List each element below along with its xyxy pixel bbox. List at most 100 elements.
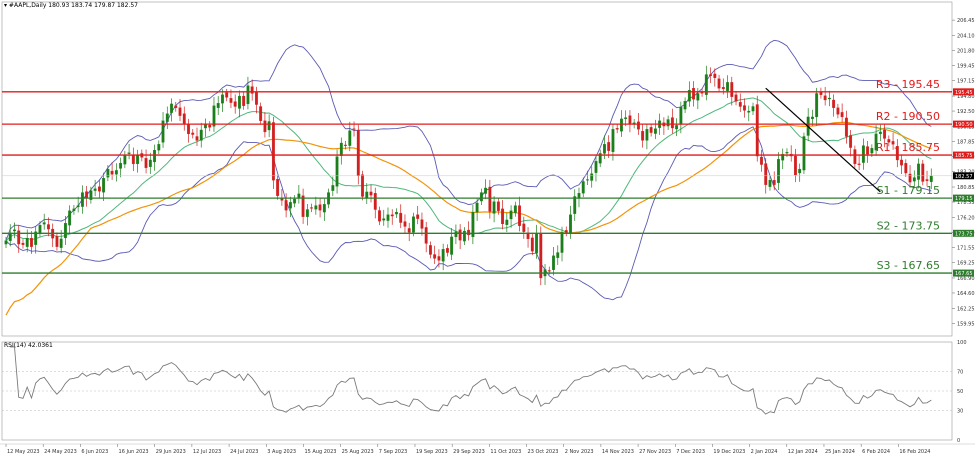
candle-body	[335, 156, 339, 187]
x-tick-label: 15 Aug 2023	[304, 449, 336, 455]
candle-body	[462, 230, 466, 242]
candle-body	[76, 205, 80, 208]
x-tick-label: 24 May 2023	[44, 449, 77, 455]
level-price-badge	[953, 194, 974, 202]
x-tick-label: 7 Dec 2023	[676, 449, 705, 455]
candle-body	[85, 191, 89, 198]
candle-body	[165, 113, 169, 122]
rsi-tick-label: 30	[957, 409, 963, 415]
candle-body	[866, 146, 870, 155]
candle-body	[777, 159, 780, 183]
candle-body	[840, 112, 844, 118]
candle-body	[603, 144, 606, 154]
candle-body	[13, 229, 16, 232]
y-tick-label: 176.20	[957, 215, 975, 221]
candle-body	[55, 236, 59, 247]
y-tick-label: 169.25	[957, 261, 975, 267]
level-price-badge-text: 195.45	[955, 90, 973, 96]
level-price-badge-text: 167.65	[955, 271, 973, 277]
candle-body	[696, 93, 700, 101]
level-label-support: S3 - 167.65	[877, 259, 940, 272]
level-price-badge-text: 190.50	[955, 122, 973, 128]
level-price-badge	[953, 151, 974, 159]
candle-body	[458, 229, 462, 241]
x-tick-label: 6 Jun 2023	[81, 449, 108, 455]
candle-body	[17, 230, 21, 245]
candle-body	[908, 173, 912, 183]
rsi-tick-label: 100	[957, 340, 967, 346]
candle-body	[322, 204, 326, 213]
candle-body	[636, 121, 640, 130]
level-label-resistance: R3 - 195.45	[876, 78, 940, 91]
x-tick-label: 6 Feb 2024	[862, 449, 890, 455]
candle-body	[891, 141, 895, 145]
candle-body	[475, 202, 479, 213]
x-tick-label: 23 Oct 2023	[528, 449, 559, 455]
candle-body	[254, 92, 258, 105]
price-panel-frame	[1, 1, 953, 337]
candle-body	[4, 240, 8, 245]
candle-body	[445, 248, 449, 253]
rsi-tick-label: 70	[957, 369, 963, 375]
candle-body	[929, 175, 933, 182]
x-tick-label: 14 Nov 2023	[602, 449, 634, 455]
candle-body	[815, 93, 819, 118]
candle-body	[293, 198, 297, 204]
candle-body	[301, 195, 305, 217]
candle-body	[38, 225, 42, 233]
candle-body	[144, 158, 148, 168]
rsi-tick-label: 0	[957, 438, 960, 444]
x-tick-label: 29 Sep 2023	[453, 449, 485, 455]
candle-body	[760, 156, 763, 165]
candle-body	[34, 231, 38, 245]
candle-body	[666, 119, 670, 127]
candle-body	[717, 78, 721, 89]
candle-body	[645, 129, 649, 141]
candle-body	[441, 249, 445, 262]
candle-body	[615, 128, 619, 130]
candle-body	[496, 201, 500, 211]
candle-body	[734, 94, 738, 102]
candle-body	[895, 146, 899, 161]
candle-body	[900, 159, 903, 166]
candle-body	[709, 74, 712, 77]
candle-body	[30, 238, 33, 247]
candle-body	[378, 210, 381, 222]
candle-body	[331, 185, 335, 191]
candle-body	[552, 255, 555, 270]
candle-body	[119, 163, 123, 169]
x-tick-label: 7 Sep 2023	[379, 449, 408, 455]
level-label-support: S2 - 173.75	[877, 219, 940, 232]
candle-body	[429, 245, 432, 255]
candle-body	[764, 163, 768, 185]
x-tick-label: 19 Sep 2023	[416, 449, 448, 455]
x-tick-label: 11 Oct 2023	[490, 449, 521, 455]
candle-body	[8, 232, 12, 241]
candle-body	[412, 216, 415, 233]
candle-body	[479, 192, 483, 202]
candle-body	[598, 153, 602, 164]
candle-body	[339, 142, 343, 156]
level-price-badge	[953, 88, 974, 96]
candle-body	[726, 82, 729, 91]
candle-body	[225, 92, 229, 98]
candle-body	[586, 179, 589, 181]
y-tick-label: 180.85	[957, 185, 975, 191]
candle-body	[233, 101, 237, 107]
candle-body	[518, 205, 521, 226]
candle-body	[683, 101, 687, 110]
candle-body	[823, 95, 827, 101]
candle-body	[191, 132, 195, 135]
x-tick-label: 24 Jul 2023	[230, 449, 258, 455]
candle-body	[713, 73, 717, 78]
candle-body	[887, 139, 891, 143]
candle-body	[47, 224, 50, 230]
candle-body	[781, 153, 785, 161]
candle-body	[535, 233, 538, 254]
candle-body	[271, 122, 275, 181]
candle-body	[921, 163, 925, 182]
candle-body	[416, 214, 420, 219]
candle-body	[199, 129, 203, 141]
x-tick-label: 3 Aug 2023	[267, 449, 296, 455]
candle-body	[883, 129, 887, 139]
